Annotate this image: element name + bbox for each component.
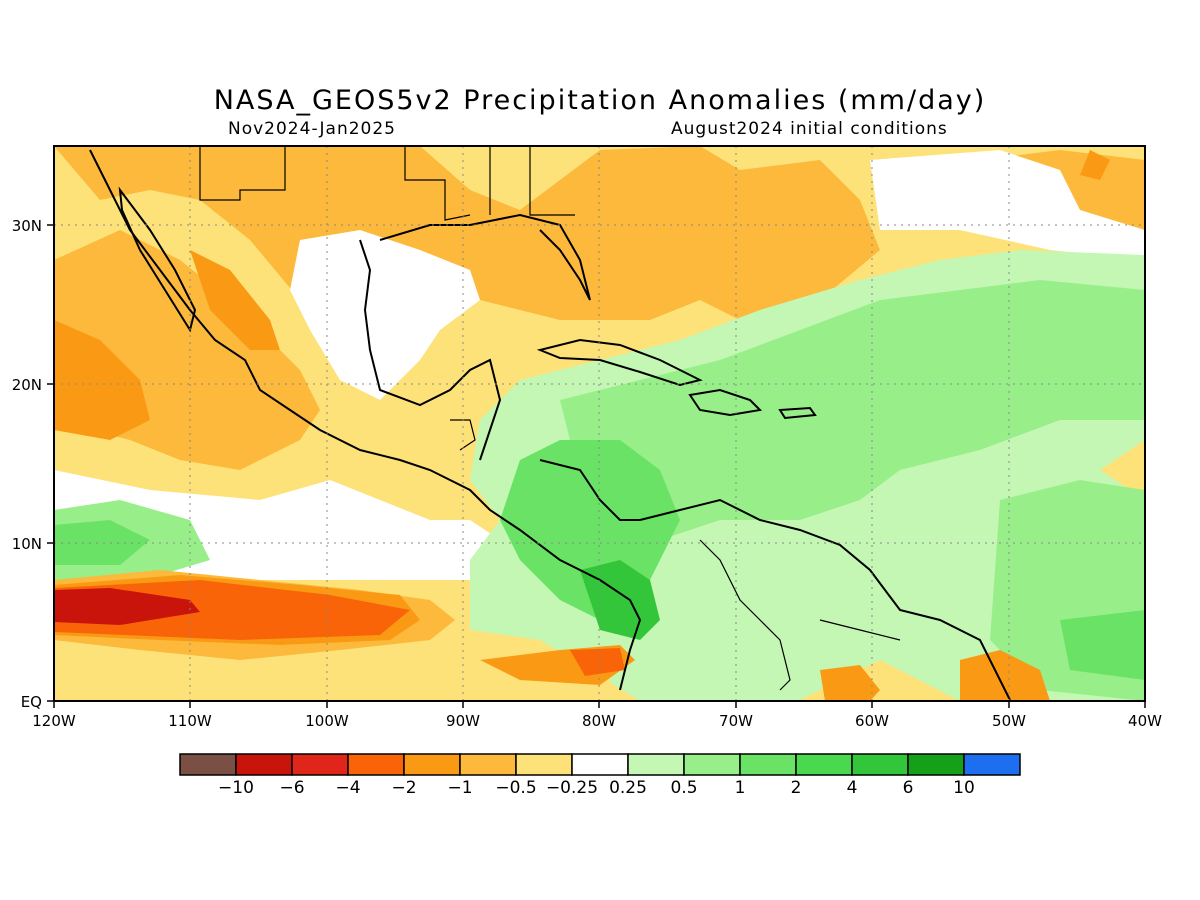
x-tick-label: 40W xyxy=(1128,712,1162,730)
axis-ticks xyxy=(47,224,1146,708)
colorbar-label: 2 xyxy=(791,778,802,798)
anomaly-wet-pacific-west-core xyxy=(54,520,150,565)
colorbar: −10 −6 −4 −2 −1 −0.5 −0.25 0.25 0.5 1 2 4 6 10 xyxy=(179,753,1021,798)
y-tick-label: 20N xyxy=(12,376,42,394)
anomaly-dry-west-core xyxy=(54,320,150,440)
anomaly-wet-caribbean-mid xyxy=(560,280,1145,540)
south-america-north-coast xyxy=(639,498,1011,701)
pacific-coastline xyxy=(89,149,642,691)
colorbar-swatch xyxy=(795,753,853,776)
us-state-borders xyxy=(404,146,471,221)
x-tick-label: 120W xyxy=(32,712,76,730)
x-axis-labels: 120W 110W 100W 90W 80W 70W 60W 50W 40W xyxy=(32,712,1162,730)
colorbar-swatch xyxy=(515,753,573,776)
colorbar-swatch xyxy=(235,753,293,776)
colorbar-swatch xyxy=(459,753,517,776)
hispaniola xyxy=(688,388,763,417)
anomaly-field xyxy=(54,146,1145,701)
x-tick-label: 90W xyxy=(446,712,480,730)
colorbar-label: 0.5 xyxy=(670,778,697,798)
colorbar-label: −0.5 xyxy=(495,778,536,798)
us-mexico-border-west xyxy=(199,146,286,201)
guyana-border xyxy=(819,619,901,641)
forecast-period: Nov2024-Jan2025 xyxy=(228,119,396,139)
x-tick-label: 100W xyxy=(305,712,349,730)
colorbar-swatch xyxy=(291,753,349,776)
anomaly-dry-atlantic-spot xyxy=(1080,150,1110,180)
anomaly-dry-north xyxy=(54,146,880,330)
colorbar-swatch xyxy=(347,753,405,776)
anomaly-dry-colombia-core xyxy=(570,648,625,676)
central-america-caribbean-coast xyxy=(539,459,640,521)
initial-conditions: August2024 initial conditions xyxy=(671,119,948,139)
colorbar-label: 4 xyxy=(847,778,858,798)
coastlines xyxy=(89,149,1011,701)
x-tick-label: 110W xyxy=(168,712,212,730)
borders xyxy=(199,146,901,691)
colorbar-swatch xyxy=(851,753,909,776)
colorbar-label: −4 xyxy=(335,778,360,798)
y-axis-labels: EQ 10N 20N 30N xyxy=(12,217,42,711)
lat-lon-grid xyxy=(54,146,1145,701)
anomaly-dry-amapa xyxy=(960,650,1050,701)
colorbar-swatch xyxy=(179,753,237,776)
colorbar-swatch xyxy=(907,753,965,776)
colorbar-label: −2 xyxy=(391,778,416,798)
anomaly-dry-south xyxy=(54,650,620,701)
colorbar-label: −0.25 xyxy=(546,778,598,798)
colorbar-swatch xyxy=(627,753,685,776)
colorbar-swatch xyxy=(403,753,461,776)
colorbar-swatch xyxy=(683,753,741,776)
venezuela-colombia-border xyxy=(699,539,791,691)
y-tick-label: EQ xyxy=(21,693,42,711)
x-tick-label: 70W xyxy=(719,712,753,730)
y-tick-label: 10N xyxy=(12,535,42,553)
gulf-coast-us xyxy=(379,213,591,301)
anomaly-dry-guyana xyxy=(820,665,880,701)
colorbar-label: 10 xyxy=(953,778,975,798)
x-tick-label: 80W xyxy=(582,712,616,730)
x-tick-label: 50W xyxy=(992,712,1026,730)
gulf-coast-mexico xyxy=(359,239,502,461)
map-title: NASA_GEOS5v2 Precipitation Anomalies (mm… xyxy=(213,85,987,116)
cuba xyxy=(536,338,703,387)
colorbar-swatch xyxy=(963,753,1021,776)
y-tick-label: 30N xyxy=(12,217,42,235)
colorbar-label: 0.25 xyxy=(609,778,647,798)
colorbar-label: −1 xyxy=(447,778,472,798)
colorbar-label: 6 xyxy=(903,778,914,798)
anomaly-dry-baja xyxy=(190,250,280,350)
x-tick-label: 60W xyxy=(855,712,889,730)
anomaly-wet-southeast-core xyxy=(1060,610,1145,680)
anomaly-neutral-atlantic xyxy=(870,150,1145,260)
colorbar-swatch xyxy=(571,753,629,776)
colorbar-label: −6 xyxy=(279,778,304,798)
colorbar-label: 1 xyxy=(735,778,746,798)
anomaly-dry-itcz-core xyxy=(54,588,200,625)
anomaly-neutral-gulf xyxy=(290,230,480,400)
us-state-borders-east xyxy=(489,146,575,216)
guatemala-border xyxy=(450,419,476,451)
colorbar-label: −10 xyxy=(218,778,254,798)
puerto-rico xyxy=(778,406,817,420)
colorbar-swatch xyxy=(739,753,797,776)
